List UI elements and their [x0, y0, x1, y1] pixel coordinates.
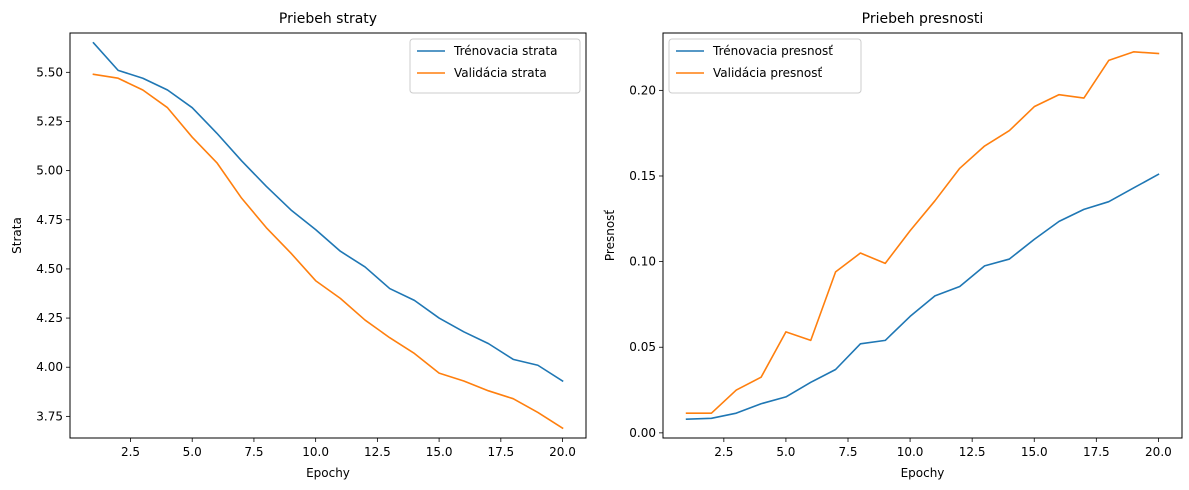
accuracy-chart-legend-box: [668, 38, 862, 94]
loss-chart-y-tick-label: 4.75: [36, 213, 63, 227]
loss-chart-x-tick-label: 7.5: [244, 445, 263, 459]
loss-chart-y-tick-label: 5.25: [36, 114, 63, 128]
accuracy-chart-title: Priebeh presnosti: [862, 11, 984, 27]
accuracy-chart-legend-label: Validácia presnosť: [713, 66, 822, 80]
accuracy-chart-x-tick-label: 12.5: [959, 445, 986, 459]
loss-chart-series-line-validation: [92, 73, 564, 430]
accuracy-chart-legend: Trénovacia presnosť Validácia presnosť: [668, 38, 862, 94]
loss-chart-x-tick-label: 17.5: [487, 445, 514, 459]
loss-chart-lines: [92, 41, 564, 430]
accuracy-chart-x-tick-label: 2.5: [714, 445, 733, 459]
accuracy-chart-x-tick-label: 17.5: [1083, 445, 1110, 459]
loss-chart-y-tick-label: 5.50: [36, 65, 63, 79]
loss-chart-panel: Priebeh straty 2.5 5.0 7.5 10.0 12.5 15.0 17.5…: [10, 11, 587, 480]
accuracy-chart-ticks: 2.5 5.0 7.5 10.0 12.5 15.0 17.5 20.0 0.00 0.05 0.1…: [629, 83, 1171, 459]
accuracy-chart-x-tick-label: 10.0: [897, 445, 924, 459]
accuracy-chart-y-tick-label: 0.15: [629, 169, 656, 183]
accuracy-chart-legend-label: Trénovacia presnosť: [712, 44, 833, 58]
accuracy-chart-x-tick-label: 7.5: [838, 445, 857, 459]
loss-chart-legend-label: Validácia strata: [454, 66, 547, 80]
loss-chart-y-tick-label: 4.25: [36, 311, 63, 325]
loss-chart-y-axis-label: Strata: [10, 217, 24, 254]
loss-chart-x-tick-label: 5.0: [183, 445, 202, 459]
accuracy-chart-y-tick-label: 0.05: [629, 340, 656, 354]
loss-chart-y-tick-label: 4.00: [36, 360, 63, 374]
loss-chart-x-axis-label: Epochy: [306, 466, 350, 480]
accuracy-chart-y-tick-label: 0.20: [629, 83, 656, 97]
loss-chart-legend-label: Trénovacia strata: [453, 44, 557, 58]
accuracy-chart-x-tick-label: 5.0: [776, 445, 795, 459]
loss-chart-ticks: 2.5 5.0 7.5 10.0 12.5 15.0 17.5 20.0 3.75 4.00 4.2…: [36, 65, 576, 459]
accuracy-chart-x-axis-label: Epochy: [901, 466, 945, 480]
accuracy-chart-panel: Priebeh presnosti 2.5 5.0 7.5 10.0 12.5 15.0 1…: [603, 11, 1183, 480]
accuracy-chart-x-tick-label: 20.0: [1145, 445, 1172, 459]
loss-chart-x-tick-label: 15.0: [426, 445, 453, 459]
loss-chart-x-tick-label: 2.5: [121, 445, 140, 459]
loss-chart-x-tick-label: 20.0: [549, 445, 576, 459]
loss-chart-legend-box: [409, 38, 581, 94]
loss-chart-series-line-train: [92, 41, 564, 383]
loss-chart-title: Priebeh straty: [279, 11, 377, 27]
loss-chart-x-tick-label: 12.5: [364, 445, 391, 459]
loss-chart-y-tick-label: 3.75: [36, 409, 63, 423]
loss-chart-axes-frame: [69, 32, 587, 439]
accuracy-chart-y-tick-label: 0.10: [629, 255, 656, 269]
accuracy-chart-series-line-validation: [685, 51, 1160, 414]
accuracy-chart-y-axis-label: Presnosť: [603, 210, 617, 262]
accuracy-chart-y-tick-label: 0.00: [629, 426, 656, 440]
loss-chart-x-tick-label: 10.0: [302, 445, 329, 459]
loss-chart-y-tick-label: 4.50: [36, 262, 63, 276]
accuracy-chart-lines: [685, 51, 1160, 420]
loss-chart-legend: Trénovacia strata Validácia strata: [409, 38, 581, 94]
loss-chart-y-tick-label: 5.00: [36, 164, 63, 178]
accuracy-chart-axes-frame: [662, 32, 1183, 439]
accuracy-chart-x-tick-label: 15.0: [1021, 445, 1048, 459]
accuracy-chart-series-line-train: [685, 173, 1160, 420]
